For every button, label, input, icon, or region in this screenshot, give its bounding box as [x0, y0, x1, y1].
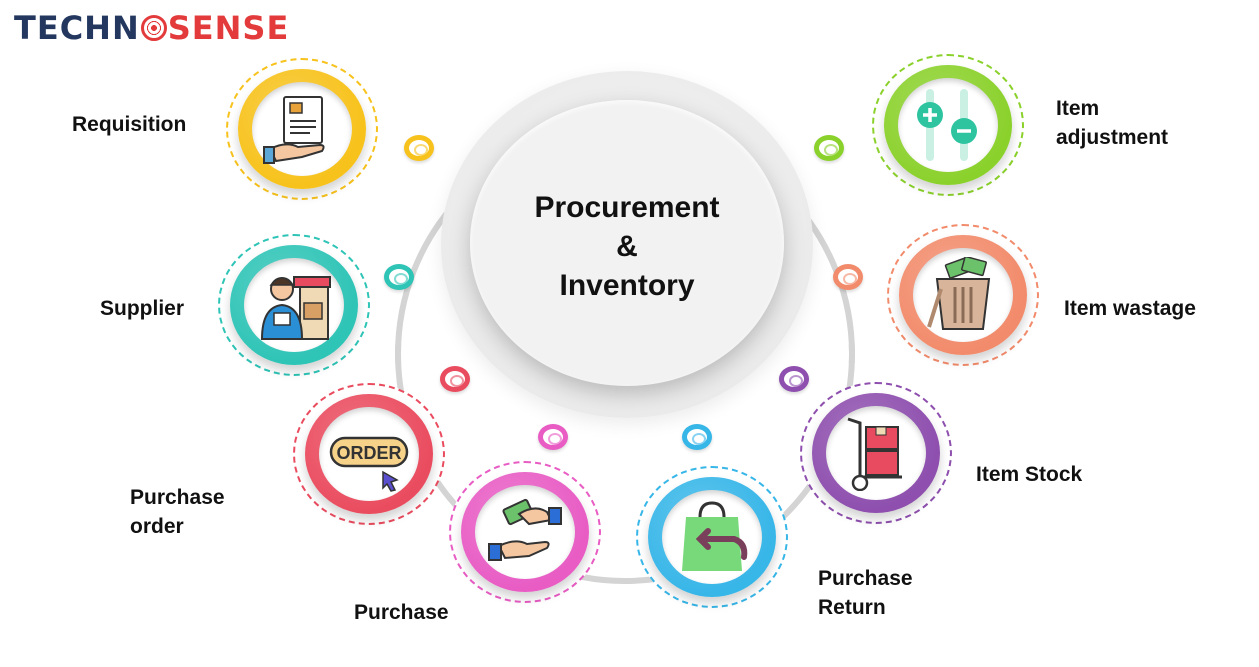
ring-dot-purchase-return	[682, 424, 712, 450]
node-item-stock	[800, 382, 952, 524]
ring-dot-purchase	[538, 424, 568, 450]
hand-truck-boxes-icon	[847, 417, 902, 491]
label-item-adjustment: Item adjustment	[1056, 97, 1169, 149]
label-purchase: Purchase	[354, 601, 449, 624]
label-requisition: Requisition	[72, 113, 187, 136]
ring-dot-item-stock	[779, 366, 809, 392]
hub-title: Procurement & Inventory	[534, 191, 720, 302]
node-item-wastage	[887, 224, 1039, 366]
label-item-wastage: Item wastage	[1064, 297, 1196, 320]
logo-text-techn: TECHN	[14, 9, 140, 47]
node-purchase-order: ORDER	[293, 383, 445, 525]
hub-inner-circle	[470, 100, 784, 386]
ring-dot-purchase-order	[440, 366, 470, 392]
node-supplier	[218, 234, 370, 376]
handshake-payment-icon	[488, 498, 562, 561]
node-requisition	[226, 58, 378, 200]
supplier-store-icon	[260, 276, 331, 340]
node-item-adjustment	[872, 54, 1024, 196]
ring-dot-item-wastage	[833, 264, 863, 290]
ring-dot-item-adjustment	[814, 135, 844, 161]
order-button-icon: ORDER	[329, 436, 409, 492]
node-purchase	[449, 461, 601, 603]
logo-text-sense: SENSE	[167, 9, 290, 47]
ring-dot-requisition	[404, 135, 434, 161]
requisition-document-icon	[263, 96, 325, 164]
order-icon-text: ORDER	[336, 443, 401, 463]
trash-bin-money-icon	[927, 257, 991, 330]
label-item-stock: Item Stock	[976, 463, 1083, 486]
label-purchase-return: Purchase Return	[818, 567, 913, 619]
node-purchase-return	[636, 466, 788, 608]
shopping-bag-return-icon	[682, 501, 748, 571]
label-purchase-order: Purchase order	[130, 486, 225, 538]
label-supplier: Supplier	[100, 297, 185, 320]
ring-dot-supplier	[384, 264, 414, 290]
technosense-logo: TECHN SENSE	[14, 9, 290, 47]
plus-minus-adjust-icon	[917, 89, 977, 161]
fingerprint-logo-icon	[140, 15, 167, 41]
